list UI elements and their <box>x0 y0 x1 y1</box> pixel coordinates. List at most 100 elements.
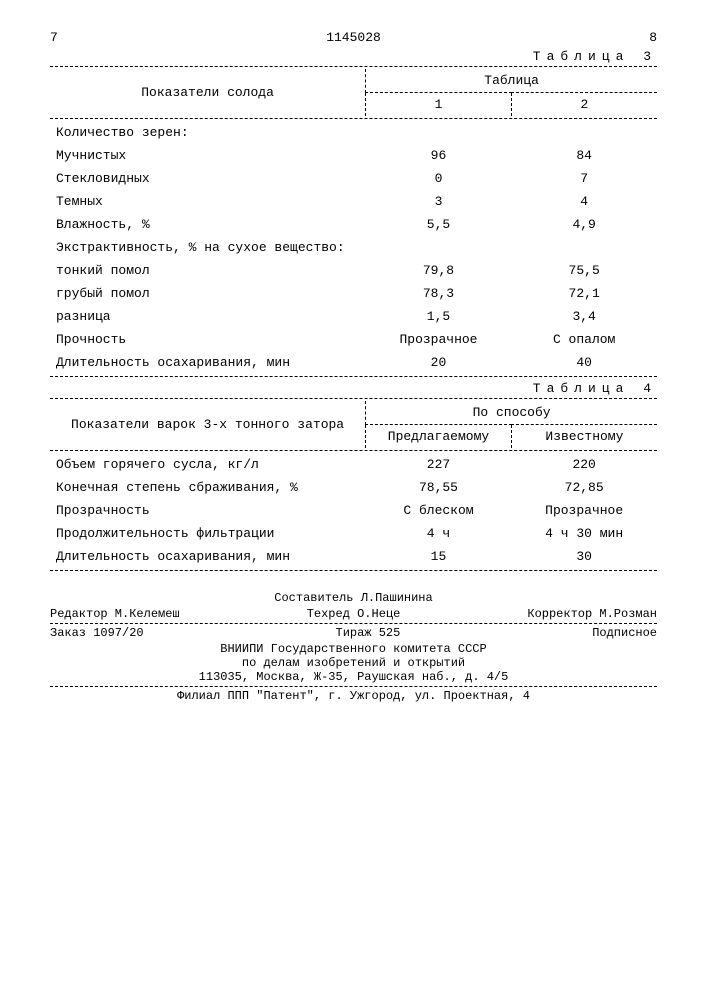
row-value-2: 220 <box>511 453 657 476</box>
row-value-1: 5,5 <box>366 213 512 236</box>
row-value-2: 3,4 <box>511 305 657 328</box>
row-label: Стекловидных <box>50 167 366 190</box>
footer-tech: Техред О.Неце <box>307 607 401 621</box>
row-value-2: 72,1 <box>511 282 657 305</box>
table-row: Конечная степень сбраживания, %78,5572,8… <box>50 476 657 499</box>
row-label: разница <box>50 305 366 328</box>
divider <box>50 570 657 571</box>
row-value-1: 78,3 <box>366 282 512 305</box>
row-label: Прозрачность <box>50 499 366 522</box>
footer-block: Составитель Л.Пашинина Редактор М.Келеме… <box>50 591 657 703</box>
footer-org2: по делам изобретений и открытий <box>50 656 657 670</box>
t4-sub-2: Известному <box>511 425 657 449</box>
row-label: Конечная степень сбраживания, % <box>50 476 366 499</box>
row-label: Влажность, % <box>50 213 366 236</box>
row-value-1: С блеском <box>366 499 512 522</box>
row-value-1: 20 <box>366 351 512 374</box>
row-value-1: 227 <box>366 453 512 476</box>
row-value-2: 72,85 <box>511 476 657 499</box>
row-value-1: 4 ч <box>366 522 512 545</box>
row-value-2 <box>511 121 657 144</box>
row-value-1 <box>366 236 512 259</box>
table3-header: Показатели солода Таблица 1 2 <box>50 69 657 116</box>
row-value-2: Прозрачное <box>511 499 657 522</box>
footer-addr: 113035, Москва, Ж-35, Раушская наб., д. … <box>50 670 657 684</box>
row-value-2: 4,9 <box>511 213 657 236</box>
divider <box>50 376 657 377</box>
footer-editor: Редактор М.Келемеш <box>50 607 180 621</box>
table4-header: Показатели варок 3-х тонного затора По с… <box>50 401 657 448</box>
t3-sub-1: 1 <box>366 93 512 117</box>
table-row: Длительность осахаривания, мин2040 <box>50 351 657 374</box>
footer-composer: Составитель Л.Пашинина <box>50 591 657 605</box>
row-value-1: 79,8 <box>366 259 512 282</box>
table-row: тонкий помол79,875,5 <box>50 259 657 282</box>
table-row: Влажность, %5,54,9 <box>50 213 657 236</box>
footer-order: Заказ 1097/20 <box>50 626 144 640</box>
row-value-2: 40 <box>511 351 657 374</box>
table3-body: Количество зерен:Мучнистых9684Стекловидн… <box>50 121 657 374</box>
footer-branch: Филиал ППП "Патент", г. Ужгород, ул. Про… <box>50 689 657 703</box>
page-num-left: 7 <box>50 30 58 45</box>
t3-sub-2: 2 <box>511 93 657 117</box>
row-label: тонкий помол <box>50 259 366 282</box>
row-value-2: 84 <box>511 144 657 167</box>
divider <box>50 398 657 399</box>
row-label: Количество зерен: <box>50 121 366 144</box>
table3-caption: Таблица 3 <box>50 49 657 64</box>
row-label: Длительность осахаривания, мин <box>50 351 366 374</box>
row-value-2: С опалом <box>511 328 657 351</box>
table-row: разница1,53,4 <box>50 305 657 328</box>
table-row: Экстрактивность, % на сухое вещество: <box>50 236 657 259</box>
table-row: Количество зерен: <box>50 121 657 144</box>
table-row: Продолжительность фильтрации4 ч4 ч 30 ми… <box>50 522 657 545</box>
row-value-2: 75,5 <box>511 259 657 282</box>
row-label: Объем горячего сусла, кг/л <box>50 453 366 476</box>
row-value-1: 0 <box>366 167 512 190</box>
row-label: Мучнистых <box>50 144 366 167</box>
row-value-2 <box>511 236 657 259</box>
divider <box>50 686 657 687</box>
footer-tirazh: Тираж 525 <box>336 626 401 640</box>
table4-body: Объем горячего сусла, кг/л227220Конечная… <box>50 453 657 568</box>
table-row: Мучнистых9684 <box>50 144 657 167</box>
row-value-1: 1,5 <box>366 305 512 328</box>
row-label: Прочность <box>50 328 366 351</box>
t4-head-right-top: По способу <box>366 401 657 425</box>
table-row: Стекловидных07 <box>50 167 657 190</box>
row-value-1: 3 <box>366 190 512 213</box>
divider <box>50 450 657 451</box>
row-value-2: 7 <box>511 167 657 190</box>
row-value-2: 4 <box>511 190 657 213</box>
footer-org1: ВНИИПИ Государственного комитета СССР <box>50 642 657 656</box>
footer-corrector: Корректор М.Розман <box>527 607 657 621</box>
table-row: ПрочностьПрозрачноеС опалом <box>50 328 657 351</box>
table-row: ПрозрачностьС блескомПрозрачное <box>50 499 657 522</box>
table-row: грубый помол78,372,1 <box>50 282 657 305</box>
row-label: Экстрактивность, % на сухое вещество: <box>50 236 366 259</box>
row-value-1: 96 <box>366 144 512 167</box>
table-row: Длительность осахаривания, мин1530 <box>50 545 657 568</box>
t3-head-right-top: Таблица <box>366 69 657 93</box>
page-header: 7 1145028 8 <box>50 30 657 45</box>
row-label: Темных <box>50 190 366 213</box>
divider <box>50 118 657 119</box>
t3-head-left: Показатели солода <box>50 69 366 116</box>
row-label: Продолжительность фильтрации <box>50 522 366 545</box>
divider <box>50 623 657 624</box>
row-label: Длительность осахаривания, мин <box>50 545 366 568</box>
t4-head-left: Показатели варок 3-х тонного затора <box>50 401 366 448</box>
row-label: грубый помол <box>50 282 366 305</box>
table-row: Темных34 <box>50 190 657 213</box>
t4-sub-1: Предлагаемому <box>366 425 512 449</box>
row-value-2: 30 <box>511 545 657 568</box>
row-value-1 <box>366 121 512 144</box>
footer-sign: Подписное <box>592 626 657 640</box>
row-value-1: 15 <box>366 545 512 568</box>
doc-number: 1145028 <box>58 30 649 45</box>
row-value-1: Прозрачное <box>366 328 512 351</box>
table4-caption: Таблица 4 <box>50 381 657 396</box>
row-value-1: 78,55 <box>366 476 512 499</box>
table-row: Объем горячего сусла, кг/л227220 <box>50 453 657 476</box>
page-num-right: 8 <box>649 30 657 45</box>
